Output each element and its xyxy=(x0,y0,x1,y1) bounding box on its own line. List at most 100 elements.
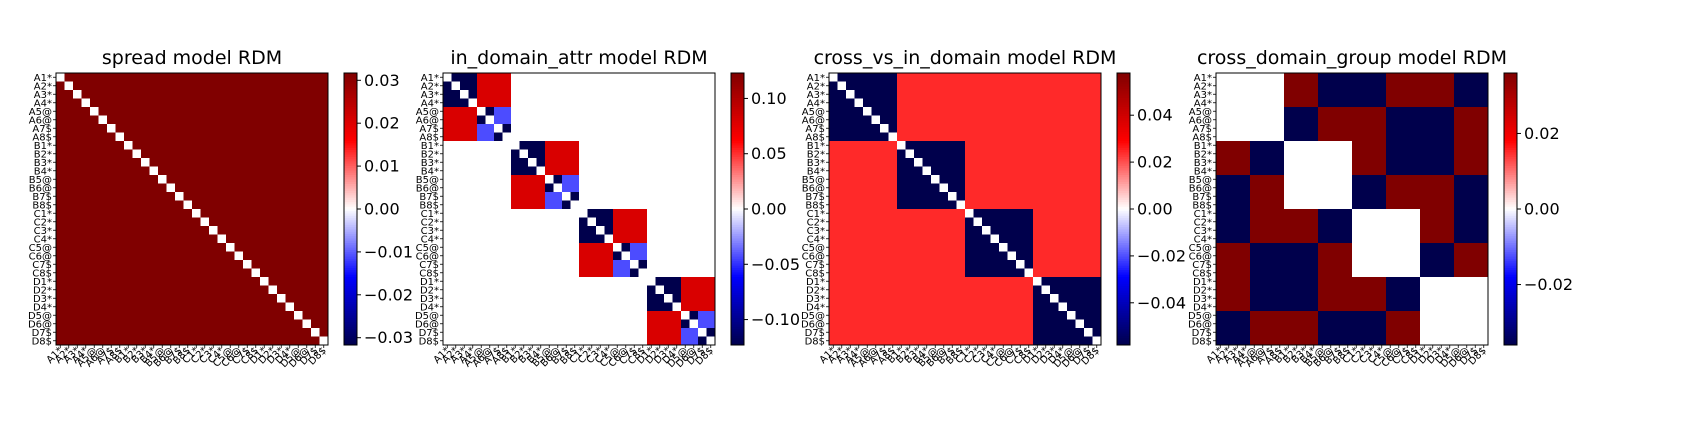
heatmap-cell xyxy=(1016,226,1025,235)
colorbar-segment xyxy=(1117,216,1130,219)
heatmap-cell xyxy=(65,158,74,167)
heatmap-cell xyxy=(656,252,665,261)
colorbar-segment xyxy=(1117,248,1130,251)
heatmap-cell xyxy=(1344,201,1353,210)
heatmap-cell xyxy=(690,260,699,269)
heatmap-cell xyxy=(277,73,286,82)
heatmap-cell xyxy=(141,107,150,116)
heatmap-cell xyxy=(460,337,469,346)
heatmap-cell xyxy=(150,252,159,261)
heatmap-cell xyxy=(260,328,269,337)
heatmap-cell xyxy=(1310,303,1319,312)
heatmap-cell xyxy=(460,116,469,125)
heatmap-cell xyxy=(1250,124,1259,133)
heatmap-cell xyxy=(1403,107,1412,116)
heatmap-cell xyxy=(1412,235,1421,244)
heatmap-cell xyxy=(1446,294,1455,303)
colorbar-segment xyxy=(344,209,357,212)
heatmap-cell xyxy=(647,73,656,82)
heatmap-cell xyxy=(982,90,991,99)
heatmap-cell xyxy=(863,209,872,218)
heatmap-cell xyxy=(443,311,452,320)
heatmap-cell xyxy=(511,260,520,269)
heatmap-cell xyxy=(124,116,133,125)
heatmap-cell xyxy=(1267,226,1276,235)
heatmap-cell xyxy=(829,116,838,125)
heatmap-cell xyxy=(1446,150,1455,159)
heatmap-cell xyxy=(855,175,864,184)
colorbar-segment xyxy=(731,134,744,137)
heatmap-cell xyxy=(1420,286,1429,295)
heatmap-cell xyxy=(991,218,1000,227)
heatmap-cell xyxy=(931,226,940,235)
heatmap-cell xyxy=(167,150,176,159)
heatmap-cell xyxy=(1008,260,1017,269)
heatmap-cell xyxy=(1463,294,1472,303)
heatmap-cell xyxy=(630,107,639,116)
heatmap-cell xyxy=(554,235,563,244)
heatmap-cell xyxy=(622,269,631,278)
heatmap-cell xyxy=(243,175,252,184)
heatmap-cell xyxy=(982,175,991,184)
heatmap-cell xyxy=(1284,184,1293,193)
colorbar-segment xyxy=(344,236,357,239)
heatmap-cell xyxy=(1033,175,1042,184)
heatmap-cell xyxy=(562,320,571,329)
colorbar-segment xyxy=(344,155,357,158)
heatmap-cell xyxy=(647,141,656,150)
heatmap-cell xyxy=(923,90,932,99)
heatmap-cell xyxy=(243,286,252,295)
heatmap-cell xyxy=(1335,218,1344,227)
y-tick-label: D8$ xyxy=(805,336,825,347)
heatmap-cell xyxy=(1361,175,1370,184)
heatmap-cell xyxy=(1471,167,1480,176)
heatmap-cell xyxy=(1233,201,1242,210)
heatmap-cell xyxy=(124,337,133,346)
heatmap-cell xyxy=(571,235,580,244)
heatmap-cell xyxy=(999,320,1008,329)
heatmap-cell xyxy=(1216,303,1225,312)
heatmap-cell xyxy=(1335,328,1344,337)
heatmap-cell xyxy=(982,107,991,116)
heatmap-cell xyxy=(477,311,486,320)
heatmap-cell xyxy=(1352,141,1361,150)
heatmap-cell xyxy=(1076,141,1085,150)
heatmap-cell xyxy=(460,184,469,193)
heatmap-cell xyxy=(1050,107,1059,116)
heatmap-cell xyxy=(56,175,65,184)
colorbar-segment xyxy=(344,288,357,291)
colorbar-segment xyxy=(344,161,357,164)
heatmap-cell xyxy=(294,184,303,193)
heatmap-cell xyxy=(294,311,303,320)
heatmap-cell xyxy=(116,167,125,176)
heatmap-cell xyxy=(460,192,469,201)
heatmap-cell xyxy=(914,116,923,125)
heatmap-cell xyxy=(486,235,495,244)
heatmap-cell xyxy=(647,294,656,303)
heatmap-cell xyxy=(579,73,588,82)
heatmap-cell xyxy=(269,150,278,159)
heatmap-cell xyxy=(1412,303,1421,312)
heatmap-cell xyxy=(1454,328,1463,337)
colorbar-segment xyxy=(731,100,744,103)
heatmap-cell xyxy=(124,243,133,252)
heatmap-cell xyxy=(1225,150,1234,159)
heatmap-cell xyxy=(269,286,278,295)
heatmap-cell xyxy=(1093,277,1102,286)
heatmap-cell xyxy=(201,141,210,150)
heatmap-cell xyxy=(133,141,142,150)
heatmap-cells xyxy=(443,73,715,345)
heatmap-cell xyxy=(243,124,252,133)
heatmap-cell xyxy=(897,107,906,116)
heatmap-cell xyxy=(863,107,872,116)
heatmap-cell xyxy=(1267,82,1276,91)
heatmap-cell xyxy=(1033,320,1042,329)
heatmap-cell xyxy=(167,141,176,150)
heatmap-cell xyxy=(931,73,940,82)
heatmap-cell xyxy=(1276,133,1285,142)
heatmap-cell xyxy=(65,311,74,320)
heatmap-cell xyxy=(537,150,546,159)
heatmap-cell xyxy=(630,286,639,295)
heatmap-cell xyxy=(698,90,707,99)
colorbar-segment xyxy=(731,338,744,341)
